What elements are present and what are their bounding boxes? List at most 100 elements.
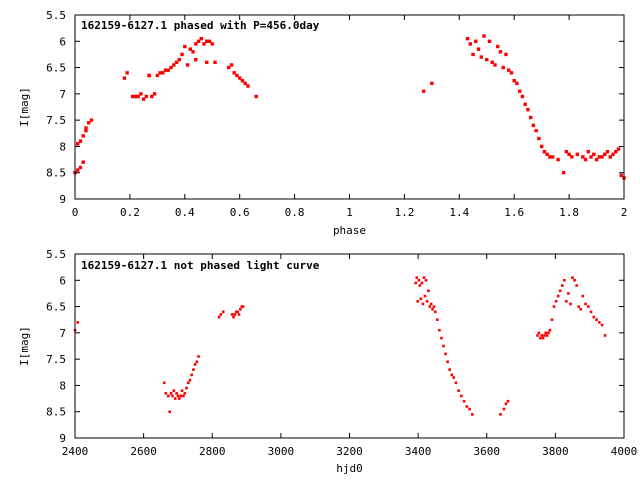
unphased-data-point <box>556 294 560 298</box>
phased-data-point <box>605 149 610 154</box>
phased-data-point <box>471 52 475 57</box>
unphased-data-point <box>448 368 451 371</box>
unphased-y-tick-label: 6 <box>59 274 66 287</box>
unphased-data-point <box>452 376 456 379</box>
phased-data-point <box>537 136 541 141</box>
unphased-data-point <box>454 381 458 385</box>
unphased-data-point <box>233 313 237 316</box>
phased-data-point <box>150 94 154 99</box>
phased-data-point <box>144 94 149 99</box>
unphased-data-point <box>185 386 188 390</box>
unphased-data-point <box>167 394 170 398</box>
unphased-x-tick-label: 3200 <box>336 445 363 458</box>
phased-data-point <box>210 42 214 46</box>
unphased-data-point <box>429 302 433 306</box>
unphased-data-point <box>172 389 176 392</box>
phased-x-tick-label: 2 <box>621 206 628 219</box>
unphased-data-point <box>457 389 460 392</box>
phased-data-point <box>78 165 83 170</box>
phased-data-point <box>205 39 209 43</box>
phased-data-point <box>246 84 250 88</box>
phased-data-point <box>567 152 571 157</box>
unphased-data-point <box>446 360 449 364</box>
unphased-data-point <box>603 334 607 337</box>
unphased-data-point <box>234 310 238 314</box>
phased-data-point <box>534 128 538 133</box>
unphased-x-axis-label: hjd0 <box>336 462 363 475</box>
unphased-data-point <box>569 302 572 306</box>
phased-data-point <box>89 118 94 122</box>
unphased-data-point <box>190 373 193 377</box>
unphased-chart-title: 162159-6127.1 not phased light curve <box>81 259 320 272</box>
phased-data-point <box>421 89 426 93</box>
phased-data-point <box>583 157 588 162</box>
unphased-data-point <box>240 305 244 308</box>
unphased-data-point <box>584 302 587 306</box>
unphased-axis-ticks: 2400 2600 2800 3000 3200 3400 3600 3800 4000 5.5 6… <box>46 248 637 458</box>
phased-data-point <box>169 65 173 70</box>
phased-data-point <box>147 73 151 78</box>
phased-data-point <box>183 44 187 49</box>
phased-data-point <box>213 60 217 65</box>
phased-data-point <box>158 71 162 75</box>
phased-data-point <box>474 39 478 43</box>
phased-data-point <box>603 152 607 157</box>
phased-data-point <box>78 139 83 143</box>
unphased-data-point <box>237 313 241 316</box>
phased-data-point <box>597 155 601 159</box>
phased-data-point <box>539 144 544 149</box>
phased-data-point <box>185 63 190 67</box>
unphased-data-point <box>217 315 221 319</box>
unphased-data-point <box>460 394 463 398</box>
phased-data-point <box>581 155 585 159</box>
phased-data-point <box>84 126 88 130</box>
phased-y-tick-label: 8.5 <box>46 167 66 180</box>
phased-data-point <box>575 152 580 157</box>
unphased-data-point <box>597 321 601 324</box>
unphased-data-point <box>547 331 550 335</box>
unphased-data-point <box>541 336 545 340</box>
phased-data-point <box>81 134 85 138</box>
phased-chart-title: 162159-6127.1 phased with P=456.0day <box>81 19 320 32</box>
unphased-data-point <box>162 381 166 385</box>
unphased-data-point <box>592 315 596 319</box>
unphased-data-point <box>540 334 543 337</box>
unphased-data-point <box>450 373 454 377</box>
phased-data-point <box>498 50 503 54</box>
phased-data-point <box>232 71 236 75</box>
phased-data-point <box>589 155 593 159</box>
unphased-data-point <box>537 331 541 335</box>
unphased-data-point <box>230 313 234 316</box>
unphased-data-point <box>581 294 585 298</box>
phased-data-point <box>564 149 569 154</box>
unphased-data-point <box>548 328 552 332</box>
unphased-data-point <box>424 278 428 282</box>
unphased-data-point <box>414 281 418 285</box>
unphased-data-point <box>433 310 437 314</box>
phased-data-point <box>430 81 434 86</box>
phased-data-point <box>523 102 527 107</box>
phased-x-tick-label: 0.2 <box>120 206 140 219</box>
phased-y-tick-label: 6 <box>59 35 66 48</box>
phased-x-tick-label: 1.6 <box>504 206 524 219</box>
phased-data-point <box>199 36 203 41</box>
unphased-data-point <box>197 355 200 358</box>
unphased-data-point <box>421 302 425 306</box>
unphased-data-point <box>462 399 466 403</box>
phased-data-point <box>188 47 192 51</box>
phased-data-point <box>191 50 195 54</box>
unphased-data-point <box>577 305 581 308</box>
unphased-marks <box>73 276 607 416</box>
phased-data-point <box>243 81 247 86</box>
phased-data-point <box>526 107 530 112</box>
unphased-y-tick-label: 8.5 <box>46 406 66 419</box>
phased-y-tick-label: 5.5 <box>46 9 66 22</box>
phased-data-point <box>196 39 201 43</box>
phased-data-point <box>592 152 596 157</box>
phased-data-point <box>122 76 127 80</box>
unphased-data-point <box>436 318 439 322</box>
phased-data-point <box>227 65 231 70</box>
unphased-data-point <box>502 407 506 411</box>
unphased-y-tick-label: 7 <box>59 327 66 340</box>
